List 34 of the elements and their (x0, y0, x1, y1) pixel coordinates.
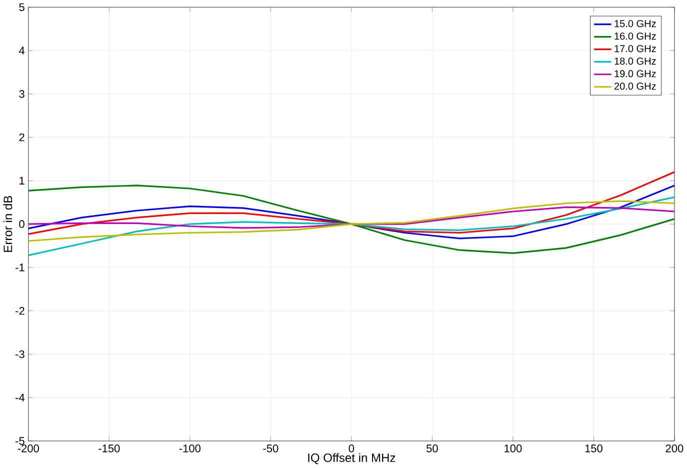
x-tick-label: -50 (263, 444, 278, 453)
x-axis-title: IQ Offset in MHz (308, 453, 396, 464)
legend-label: 16.0 GHz (614, 32, 656, 40)
y-tick-label: 0 (19, 220, 24, 228)
legend-label: 17.0 GHz (614, 45, 656, 52)
x-tick-label: -150 (98, 444, 120, 453)
y-tick-label: -5 (16, 437, 24, 446)
legend-label: 19.0 GHz (614, 70, 656, 78)
legend-label: 18.0 GHz (614, 58, 656, 65)
x-tick-label: 50 (426, 444, 438, 453)
x-tick-label: 200 (666, 444, 684, 453)
legend-label: 15.0 GHz (614, 20, 656, 28)
y-tick-label: -1 (16, 264, 24, 272)
y-axis-title: Error in dB (3, 196, 12, 252)
y-tick-label: -4 (16, 394, 25, 402)
y-tick-label: 4 (18, 47, 25, 55)
y-tick-label: 3 (19, 90, 24, 98)
x-tick-label: 0 (348, 444, 354, 453)
y-tick-label: 1 (20, 177, 24, 185)
line-series (28, 196, 674, 256)
x-tick-label: -100 (179, 444, 200, 453)
line-series (28, 171, 674, 236)
y-tick-label: 2 (19, 134, 24, 142)
y-tick-label: 5 (19, 4, 24, 12)
y-tick-label: -2 (16, 307, 24, 315)
line-series (28, 206, 674, 230)
x-tick-label: 100 (504, 444, 522, 453)
line-series (28, 184, 674, 240)
y-tick-label: -3 (16, 350, 24, 358)
line-series (28, 184, 674, 254)
legend-label: 20.0 GHz (614, 82, 656, 90)
x-tick-label: -200 (18, 444, 39, 453)
line-series (28, 200, 674, 242)
x-tick-label: 150 (585, 444, 602, 453)
